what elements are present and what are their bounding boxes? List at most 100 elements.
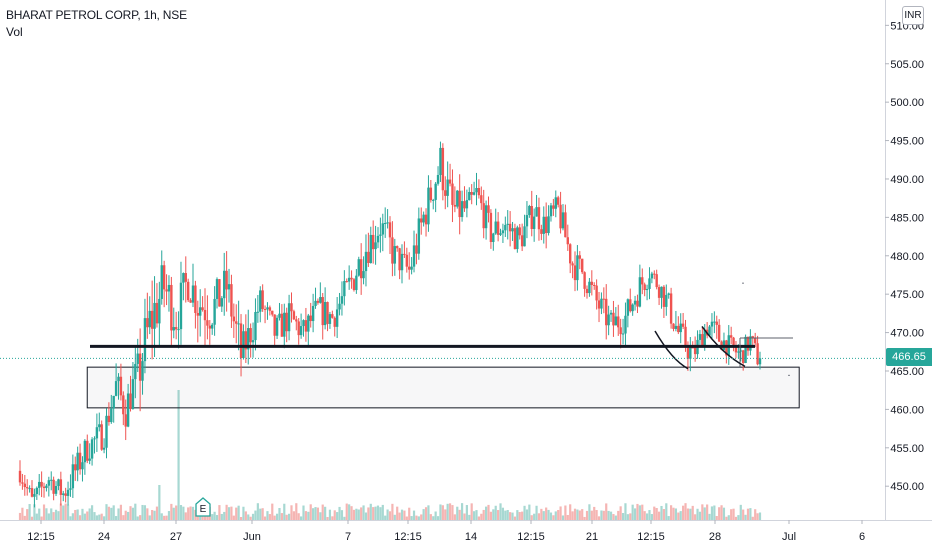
candle-body[interactable] — [556, 197, 560, 205]
candle-body[interactable] — [633, 300, 637, 305]
candle-body[interactable] — [636, 300, 639, 307]
candle-body[interactable] — [206, 320, 209, 326]
candle-body[interactable] — [614, 316, 618, 326]
candle-body[interactable] — [417, 218, 421, 254]
candle-body[interactable] — [59, 479, 63, 495]
candle-body[interactable] — [33, 494, 36, 497]
candle-body[interactable] — [369, 234, 372, 264]
candle-body[interactable] — [741, 350, 745, 363]
candle-body[interactable] — [463, 201, 466, 209]
candle-body[interactable] — [215, 279, 219, 299]
candle-body[interactable] — [307, 315, 310, 332]
candle-body[interactable] — [386, 222, 389, 224]
candle-body[interactable] — [746, 336, 750, 351]
candle-body[interactable] — [540, 229, 543, 234]
candle-body[interactable] — [701, 334, 704, 347]
candle-body[interactable] — [561, 212, 565, 229]
candle-body[interactable] — [588, 281, 591, 294]
candle-body[interactable] — [530, 205, 533, 229]
candle-body[interactable] — [482, 203, 485, 229]
candle-body[interactable] — [86, 440, 89, 461]
candle-body[interactable] — [665, 294, 668, 307]
candle-body[interactable] — [403, 253, 406, 255]
candle-body[interactable] — [126, 393, 130, 427]
candle-body[interactable] — [475, 187, 478, 193]
candle-body[interactable] — [669, 293, 673, 324]
candle-body[interactable] — [182, 273, 185, 283]
candle-body[interactable] — [119, 376, 123, 396]
candle-body[interactable] — [607, 314, 610, 326]
candle-body[interactable] — [487, 205, 490, 213]
candle-body[interactable] — [460, 201, 464, 218]
candle-body[interactable] — [304, 320, 308, 332]
candle-body[interactable] — [242, 331, 245, 359]
candle-body[interactable] — [110, 408, 113, 423]
candle-body[interactable] — [535, 207, 538, 217]
candle-body[interactable] — [266, 307, 269, 310]
candle-body[interactable] — [600, 298, 603, 309]
candle-body[interactable] — [453, 204, 457, 207]
candle-body[interactable] — [398, 248, 401, 271]
candle-body[interactable] — [650, 273, 654, 279]
candle-body[interactable] — [45, 485, 48, 489]
price-axis[interactable] — [885, 0, 932, 520]
candle-body[interactable] — [715, 321, 718, 325]
candle-body[interactable] — [220, 298, 224, 307]
candle-body[interactable] — [26, 487, 29, 489]
candle-body[interactable] — [362, 271, 365, 279]
candle-body[interactable] — [573, 265, 577, 281]
candle-body[interactable] — [602, 298, 606, 300]
candle-body[interactable] — [174, 327, 178, 330]
candle-body[interactable] — [408, 266, 411, 270]
candle-body[interactable] — [302, 320, 305, 327]
candle-body[interactable] — [629, 299, 632, 312]
candle-body[interactable] — [749, 336, 752, 351]
candle-body[interactable] — [150, 310, 154, 329]
candle-body[interactable] — [638, 277, 642, 307]
candle-body[interactable] — [624, 315, 627, 334]
candle-body[interactable] — [38, 481, 41, 488]
candle-body[interactable] — [621, 333, 625, 335]
candle-body[interactable] — [343, 281, 346, 297]
candle-body[interactable] — [251, 340, 255, 343]
candle-body[interactable] — [62, 493, 65, 495]
candle-body[interactable] — [244, 331, 248, 350]
candle-body[interactable] — [496, 221, 500, 235]
candle-body[interactable] — [271, 310, 274, 315]
support-zone-rectangle[interactable] — [86, 366, 800, 409]
candle-body[interactable] — [542, 216, 545, 234]
candle-body[interactable] — [357, 259, 360, 276]
candle-body[interactable] — [261, 290, 264, 310]
candle-body[interactable] — [64, 493, 67, 496]
candle-body[interactable] — [230, 284, 233, 317]
candle-body[interactable] — [439, 147, 442, 175]
candle-body[interactable] — [737, 351, 740, 353]
candle-body[interactable] — [677, 325, 680, 333]
candle-body[interactable] — [381, 223, 384, 235]
trend-curve[interactable] — [654, 330, 689, 370]
candle-body[interactable] — [448, 179, 452, 184]
candle-body[interactable] — [208, 325, 212, 329]
candle-body[interactable] — [280, 313, 284, 337]
trend-curve[interactable] — [701, 326, 746, 368]
candle-body[interactable] — [179, 282, 183, 330]
candle-body[interactable] — [172, 327, 175, 331]
candle-body[interactable] — [516, 227, 519, 250]
candle-body[interactable] — [129, 393, 132, 409]
candle-body[interactable] — [21, 482, 24, 484]
candle-body[interactable] — [138, 353, 142, 381]
candle-body[interactable] — [376, 235, 380, 243]
candle-body[interactable] — [42, 486, 46, 489]
candle-body[interactable] — [420, 218, 423, 223]
candle-body[interactable] — [388, 222, 392, 238]
candle-body[interactable] — [102, 447, 106, 450]
candle-body[interactable] — [374, 242, 377, 250]
candle-body[interactable] — [549, 205, 553, 217]
candle-body[interactable] — [364, 251, 368, 272]
candle-body[interactable] — [355, 275, 358, 291]
candle-body[interactable] — [667, 293, 670, 295]
candle-body[interactable] — [518, 227, 521, 236]
candle-body[interactable] — [66, 489, 70, 496]
